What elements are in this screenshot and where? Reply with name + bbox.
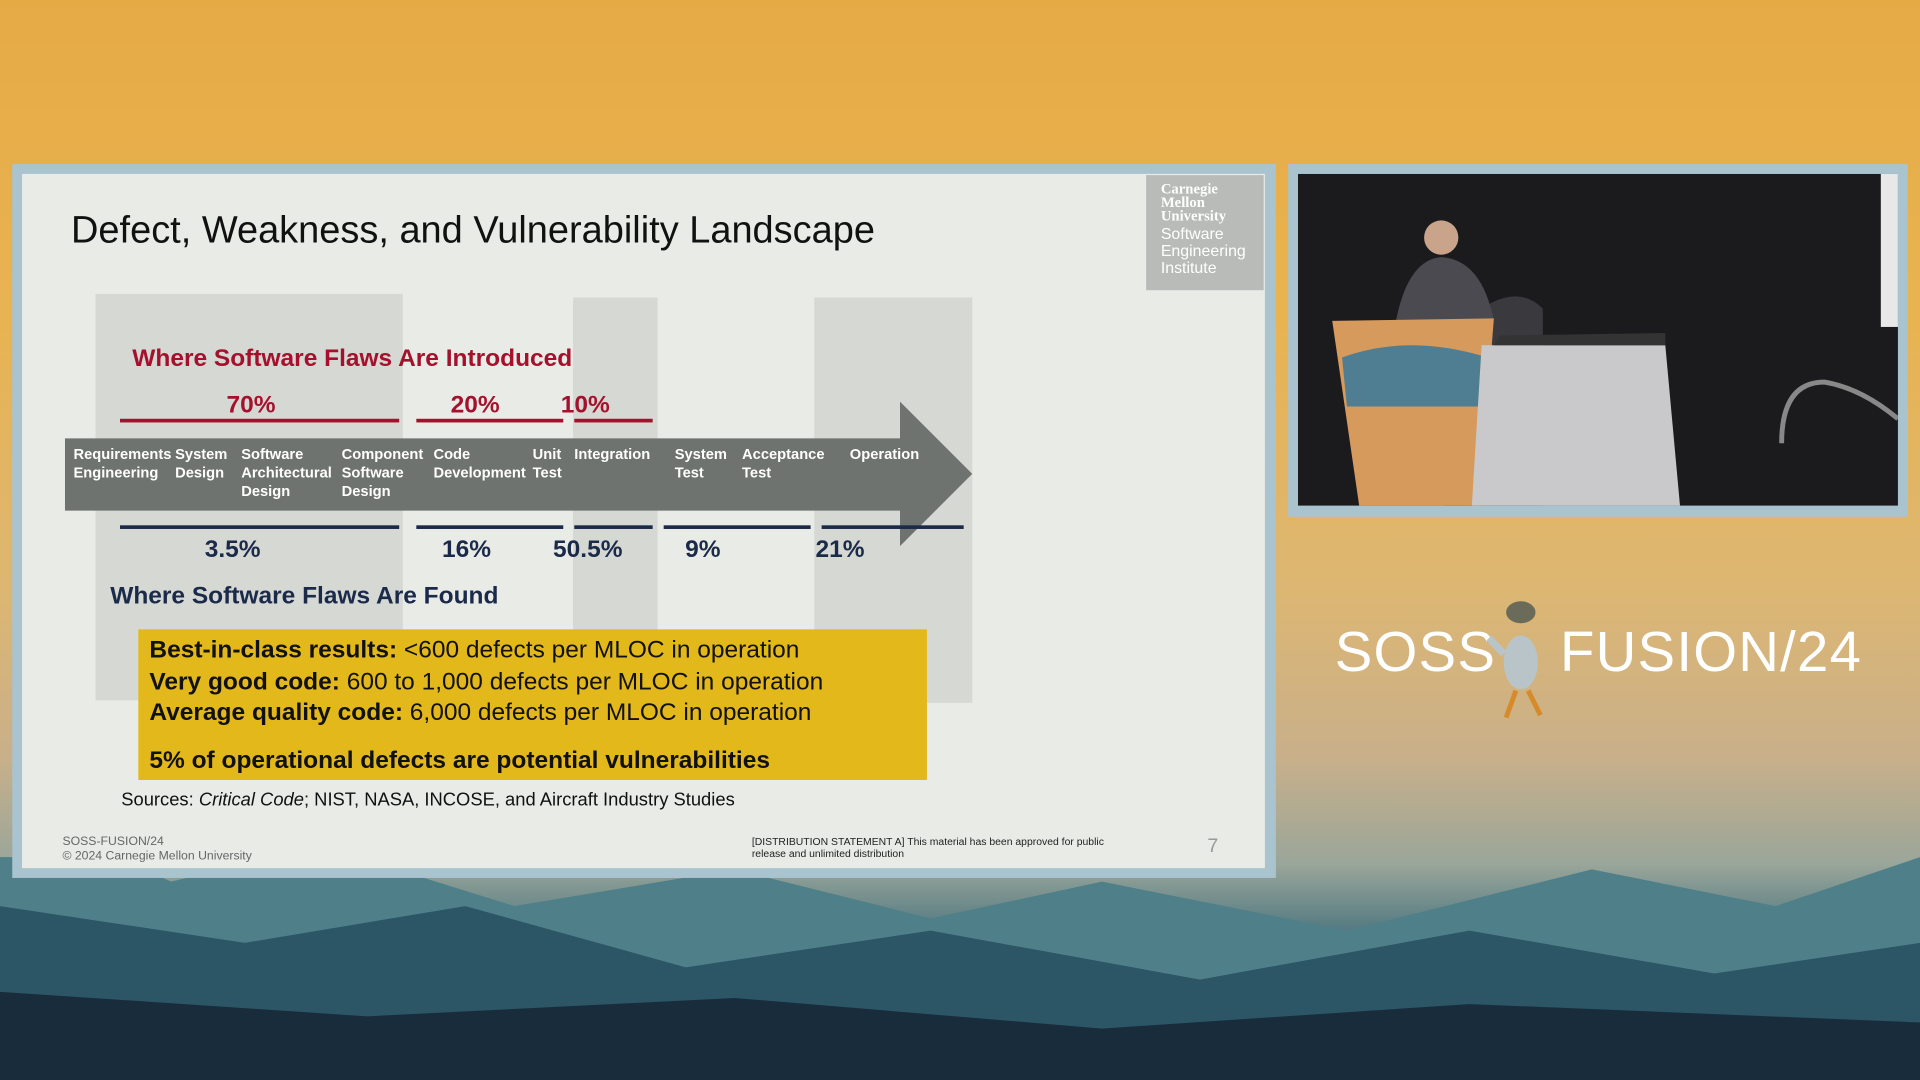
- logo-text: Engineering: [1160, 241, 1246, 260]
- slide-footer: SOSS-FUSION/24 © 2024 Carnegie Mellon Un…: [62, 835, 251, 864]
- introduced-pct: 20%: [450, 391, 500, 419]
- stat-value: <600 defects per MLOC in operation: [397, 636, 800, 664]
- event-logo-left: SOSS: [1334, 619, 1497, 684]
- introduced-heading: Where Software Flaws Are Introduced: [132, 345, 573, 373]
- logo-text: Software: [1160, 224, 1224, 243]
- page-number: 7: [1207, 836, 1219, 858]
- sources: Sources: Critical Code; NIST, NASA, INCO…: [121, 790, 735, 811]
- stat-line: Average quality code: 6,000 defects per …: [149, 698, 916, 729]
- slide-title: Defect, Weakness, and Vulnerability Land…: [71, 208, 875, 252]
- sources-rest: ; NIST, NASA, INCOSE, and Aircraft Indus…: [303, 789, 735, 811]
- found-heading: Where Software Flaws Are Found: [110, 582, 499, 610]
- event-logo-right: FUSION/24: [1560, 619, 1863, 684]
- footer-event: SOSS-FUSION/24: [62, 835, 164, 849]
- found-pct: 50.5%: [553, 536, 623, 564]
- stat-label: Best-in-class results:: [149, 636, 398, 664]
- mascot-icon: [1486, 601, 1543, 719]
- distribution-statement: [DISTRIBUTION STATEMENT A] This material…: [751, 835, 1104, 860]
- stage-label: System Design: [175, 445, 228, 482]
- logo-text: Institute: [1160, 258, 1217, 277]
- introduced-bar: [574, 418, 653, 423]
- stat-label: Average quality code:: [149, 699, 403, 727]
- stat-label: Very good code:: [149, 667, 340, 695]
- introduced-bar: [416, 418, 564, 423]
- found-pct: 21%: [815, 536, 865, 564]
- footer-copyright: © 2024 Carnegie Mellon University: [62, 849, 252, 864]
- introduced-pct: 70%: [226, 391, 276, 419]
- stage-label: Unit Test: [532, 445, 562, 482]
- stage-label: System Test: [674, 445, 727, 482]
- stage-label: Acceptance Test: [742, 445, 825, 482]
- found-pct: 3.5%: [204, 536, 261, 564]
- found-pct: 9%: [685, 536, 721, 564]
- stage-label: Component Software Design: [341, 445, 424, 500]
- stat-value: 600 to 1,000 defects per MLOC in operati…: [339, 667, 824, 695]
- stat-line: Best-in-class results: <600 defects per …: [149, 636, 916, 667]
- found-bar: [120, 525, 400, 529]
- sources-prefix: Sources:: [121, 789, 199, 811]
- lifecycle-arrow: [64, 401, 973, 547]
- introduced-bar: [120, 418, 400, 423]
- logo-text: University: [1160, 206, 1227, 225]
- stat-line: Very good code: 600 to 1,000 defects per…: [149, 667, 916, 698]
- mountain-background: [0, 857, 1920, 1080]
- stage-label: Operation: [849, 445, 920, 463]
- found-bar: [663, 525, 811, 529]
- stage-label: Code Development: [433, 445, 526, 482]
- sources-title: Critical Code: [198, 789, 304, 811]
- introduced-pct: 10%: [560, 391, 610, 419]
- found-bar: [416, 525, 564, 529]
- found-bar: [821, 525, 964, 529]
- found-bar: [574, 525, 653, 529]
- vulnerability-note: 5% of operational defects are potential …: [149, 746, 770, 774]
- presentation-slide: Defect, Weakness, and Vulnerability Land…: [22, 173, 1265, 869]
- logo-text: Carnegie: [1160, 180, 1218, 198]
- stage-label: Requirements Engineering: [73, 445, 172, 482]
- found-pct: 16%: [442, 536, 492, 564]
- speaker-video: [1297, 173, 1898, 506]
- stage-label: Software Architectural Design: [241, 445, 332, 500]
- stage-label: Integration: [574, 445, 651, 463]
- cmu-sei-logo: Carnegie Mellon University Software Engi…: [1146, 175, 1264, 291]
- defect-stats-box: Best-in-class results: <600 defects per …: [138, 629, 927, 781]
- stat-value: 6,000 defects per MLOC in operation: [402, 699, 812, 727]
- logo-text: Mellon: [1160, 193, 1205, 211]
